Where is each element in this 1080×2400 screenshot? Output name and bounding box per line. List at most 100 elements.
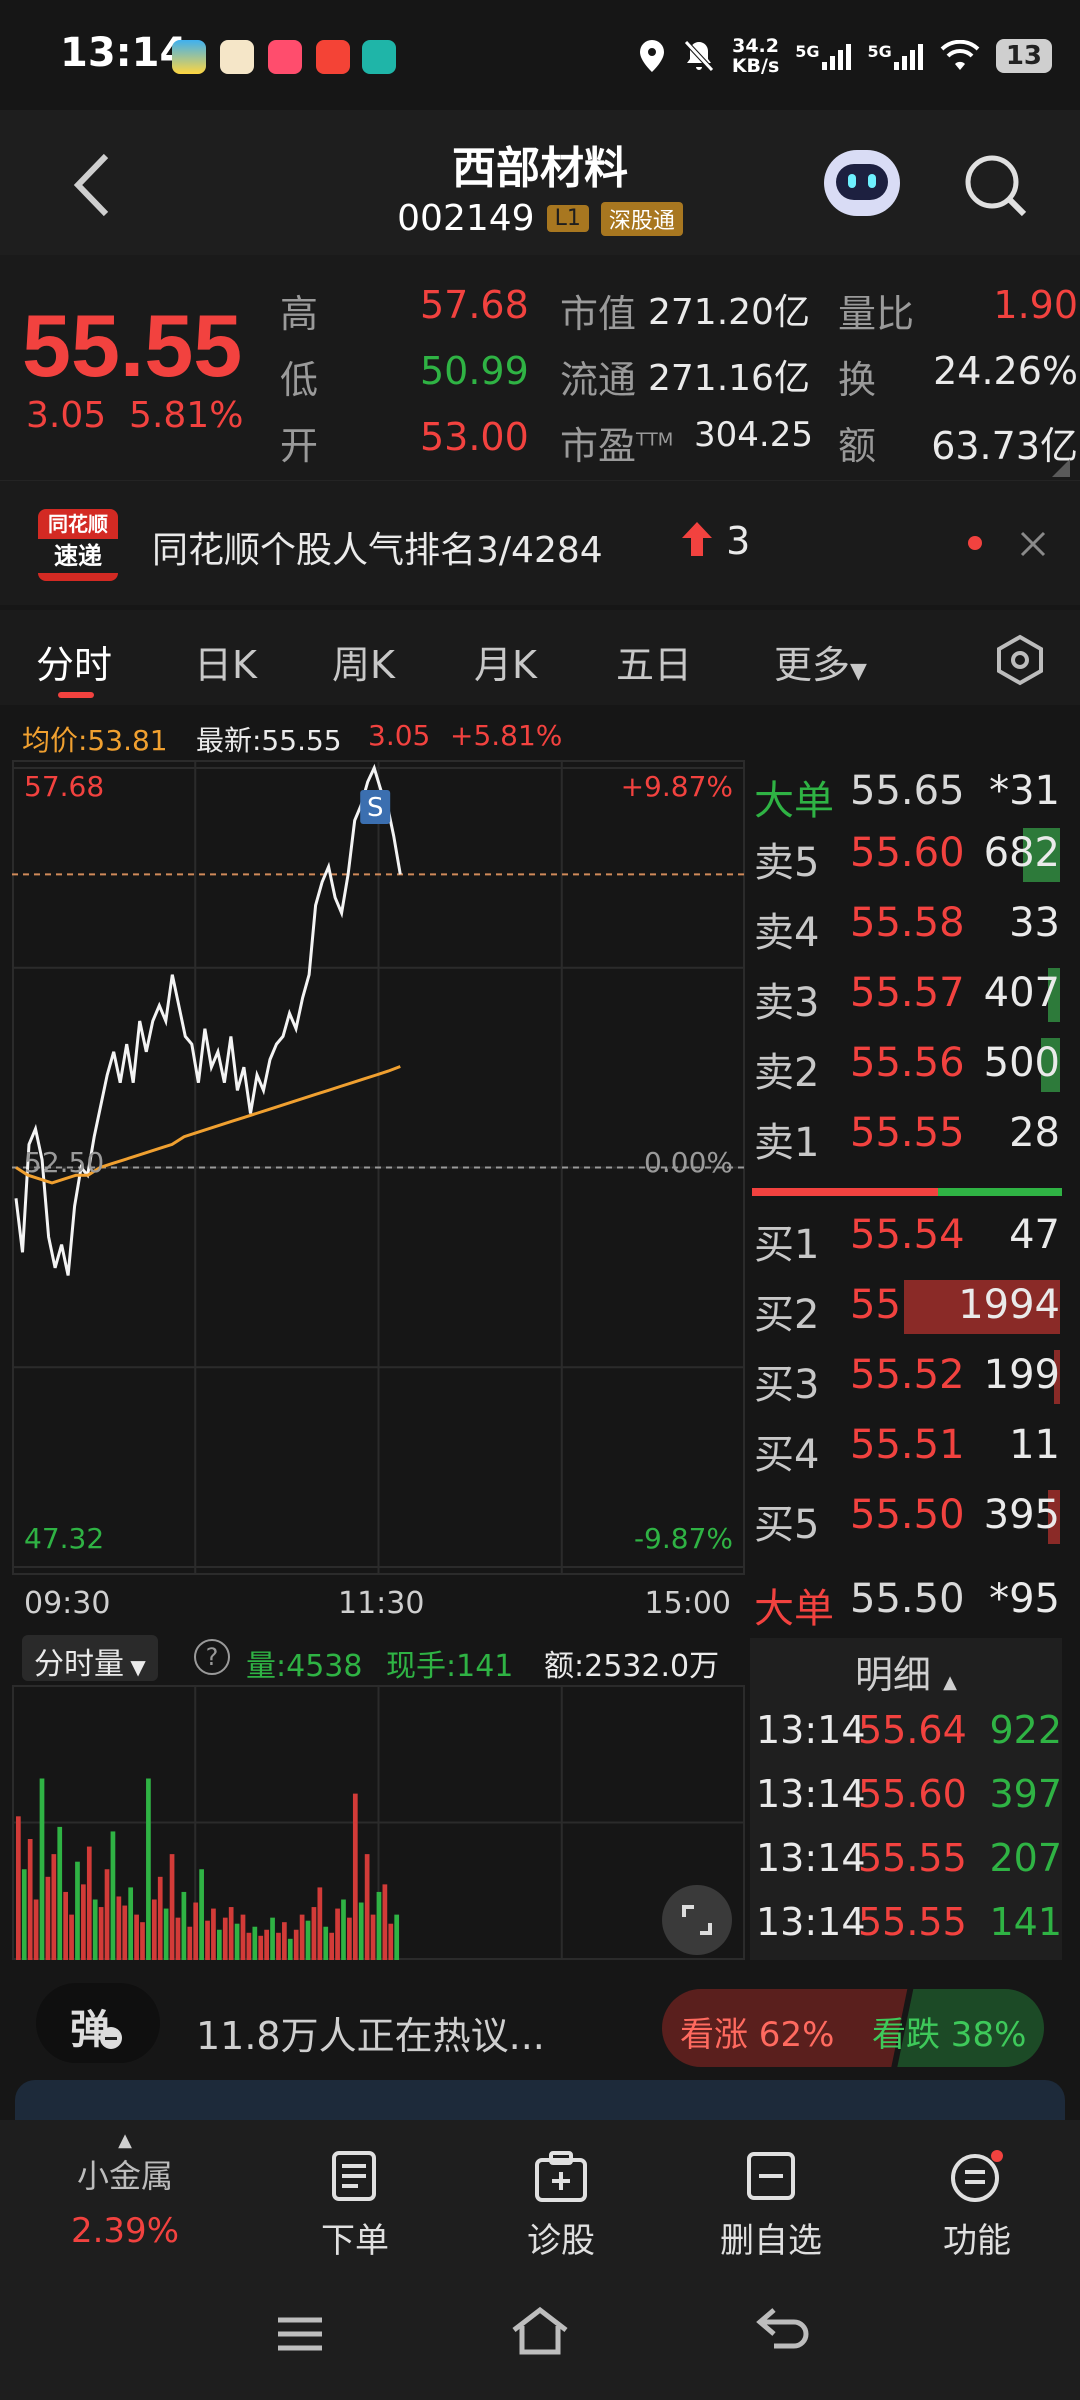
ask-row[interactable]: 卖4 55.58 33 [748, 892, 1060, 956]
back-icon[interactable] [754, 2306, 810, 2356]
help-icon[interactable]: ? [194, 1639, 230, 1675]
volume-selector[interactable]: 分时量 ▼ [22, 1635, 158, 1682]
volume-bar [376, 1891, 382, 1960]
intraday-chart-svg: S [12, 760, 745, 1575]
intraday-chart[interactable]: S 57.68 52.50 47.32 +9.87% 0.00% -9.87% [12, 760, 745, 1575]
bid-row[interactable]: 买255.531994 [748, 1274, 1060, 1338]
app-notification-icon [316, 40, 350, 74]
current-price: 55.55 [22, 296, 243, 395]
volume-bar [216, 1929, 222, 1960]
hot-discussion-text[interactable]: 11.8万人正在热议... [196, 2014, 545, 2058]
volume-bar [246, 1932, 252, 1960]
bid-row[interactable]: 买4 55.51 11 [748, 1414, 1060, 1478]
tab-daily-k[interactable]: 日K [194, 643, 257, 687]
boss-app-icon [362, 40, 396, 74]
bear-segment [897, 1989, 1044, 2067]
close-icon[interactable] [1020, 531, 1046, 557]
volume-info-bar: 分时量 ▼ ? 量:4538 现手:141 额:2532.0万 [0, 1635, 745, 1685]
fullscreen-icon [682, 1905, 712, 1935]
search-icon[interactable] [962, 152, 1028, 218]
bid-label: 买5 [754, 1502, 820, 1548]
bear-button[interactable]: 看跌 38% [872, 2015, 1027, 2055]
volume-bar [104, 1869, 110, 1960]
volume-bar [347, 1917, 352, 1960]
tab-intraday[interactable]: 分时 [36, 643, 113, 687]
big-order-bottom[interactable]: 大单 55.50 *95 [754, 1576, 1060, 1632]
signal-5g-1: 5G [795, 42, 851, 70]
trade-detail-row: 13:14 55.55 207 [756, 1832, 1062, 1892]
system-nav-bar [0, 2270, 1080, 2400]
price-line [14, 763, 402, 1276]
back-arrow-icon[interactable] [72, 150, 112, 220]
volume-bar [311, 1907, 317, 1960]
menu-circle-icon [951, 2150, 1003, 2202]
ask-row[interactable]: 卖5 55.60 682 [748, 822, 1060, 886]
ask-row[interactable]: 卖3 55.57 407 [748, 962, 1060, 1026]
level-tag: L1 [546, 205, 589, 232]
trade-qty: 207 [989, 1836, 1062, 1880]
danmu-toggle-button[interactable]: 弹 [36, 1983, 160, 2063]
nav-order[interactable]: 下单 [300, 2150, 410, 2262]
tab-monthly-k[interactable]: 月K [474, 643, 537, 687]
status-time: 13:14 [60, 30, 188, 76]
big-order-top[interactable]: 大单 55.65 *31 [754, 768, 1060, 824]
settings-hexagon-icon[interactable] [994, 634, 1046, 686]
signal-marker-label: S [367, 793, 384, 823]
ask-volume-bar [1041, 1038, 1060, 1092]
trade-price: 55.55 [858, 1900, 967, 1944]
volratio-label: 量比 [838, 292, 915, 336]
robot-assistant-icon[interactable] [824, 150, 900, 216]
ask-price: 55.56 [850, 1040, 965, 1086]
volume-bar [39, 1778, 45, 1960]
app-notification-icon [268, 40, 302, 74]
bull-segment [662, 1989, 908, 2067]
volume-bar [33, 1899, 39, 1960]
ask-label: 卖1 [754, 1120, 820, 1166]
bull-button[interactable]: 看涨 62% [680, 2015, 835, 2055]
volume-bar [276, 1932, 281, 1960]
bid-price: 55.51 [850, 1422, 965, 1468]
pct-top-label: +9.87% [620, 770, 733, 803]
volume-bar [27, 1839, 33, 1960]
expand-corner-icon[interactable] [1052, 459, 1070, 477]
volume-bar [211, 1908, 216, 1960]
nav-functions[interactable]: 功能 [922, 2150, 1032, 2262]
nav-diagnose[interactable]: 诊股 [506, 2150, 616, 2262]
ask-row[interactable]: 卖1 55.55 28 [748, 1102, 1060, 1166]
status-bar: 13:14 34.2 KB/s 5G 5G 13 [0, 0, 1080, 110]
fullscreen-button[interactable] [662, 1885, 732, 1955]
nav-remove-watchlist[interactable]: 删自选 [706, 2150, 836, 2262]
popularity-banner[interactable]: 同花顺 速递 同花顺个股人气排名3/4284 3 [0, 480, 1080, 605]
bid-row[interactable]: 买3 55.52 199 [748, 1344, 1060, 1408]
signal-5g-2: 5G [868, 42, 924, 70]
tab-five-day[interactable]: 五日 [616, 643, 693, 687]
detail-title[interactable]: 明细 ▲ [855, 1653, 957, 1697]
ask-row[interactable]: 卖2 55.56 500 [748, 1032, 1060, 1096]
chevron-down-icon: ▼ [124, 1655, 146, 1679]
volume-bar [293, 1929, 299, 1960]
volume-bar [140, 1922, 145, 1960]
volume-bar [388, 1923, 394, 1960]
signal-bars-icon [821, 44, 851, 70]
bid-ask-divider [752, 1188, 1062, 1196]
tab-more[interactable]: 更多▼ [774, 643, 867, 687]
tab-weekly-k[interactable]: 周K [332, 643, 395, 687]
pct-bottom-label: -9.87% [633, 1522, 733, 1555]
order-book: 大单 55.65 *31 卖5 55.60 682 卖4 55.58 33 卖3 55.57 4… [748, 760, 1080, 1960]
float-label: 流通 [560, 358, 637, 402]
pct-mid-label: 0.00% [644, 1146, 733, 1179]
home-icon[interactable] [510, 2306, 570, 2356]
turnover-label: 换 [838, 358, 877, 402]
detail-panel[interactable]: 明细 ▲ 13:14 55.64 922 13:14 55.60 397 13:14 55.5… [750, 1638, 1062, 1960]
status-right: 34.2 KB/s 5G 5G 13 [638, 34, 1052, 78]
bid-row[interactable]: 买1 55.54 47 [748, 1204, 1060, 1268]
volume-bar [122, 1905, 128, 1960]
sector-indicator[interactable]: ▲ 小金属 2.39% [40, 2130, 210, 2251]
connect-tag: 深股通 [600, 201, 683, 236]
volume-bar [228, 1907, 234, 1960]
bid-row[interactable]: 买5 55.50 395 [748, 1484, 1060, 1548]
bid-qty: 199 [983, 1352, 1060, 1398]
recent-apps-icon[interactable] [276, 2314, 324, 2354]
volume-bar [57, 1826, 63, 1960]
volume-bar [134, 1914, 139, 1960]
